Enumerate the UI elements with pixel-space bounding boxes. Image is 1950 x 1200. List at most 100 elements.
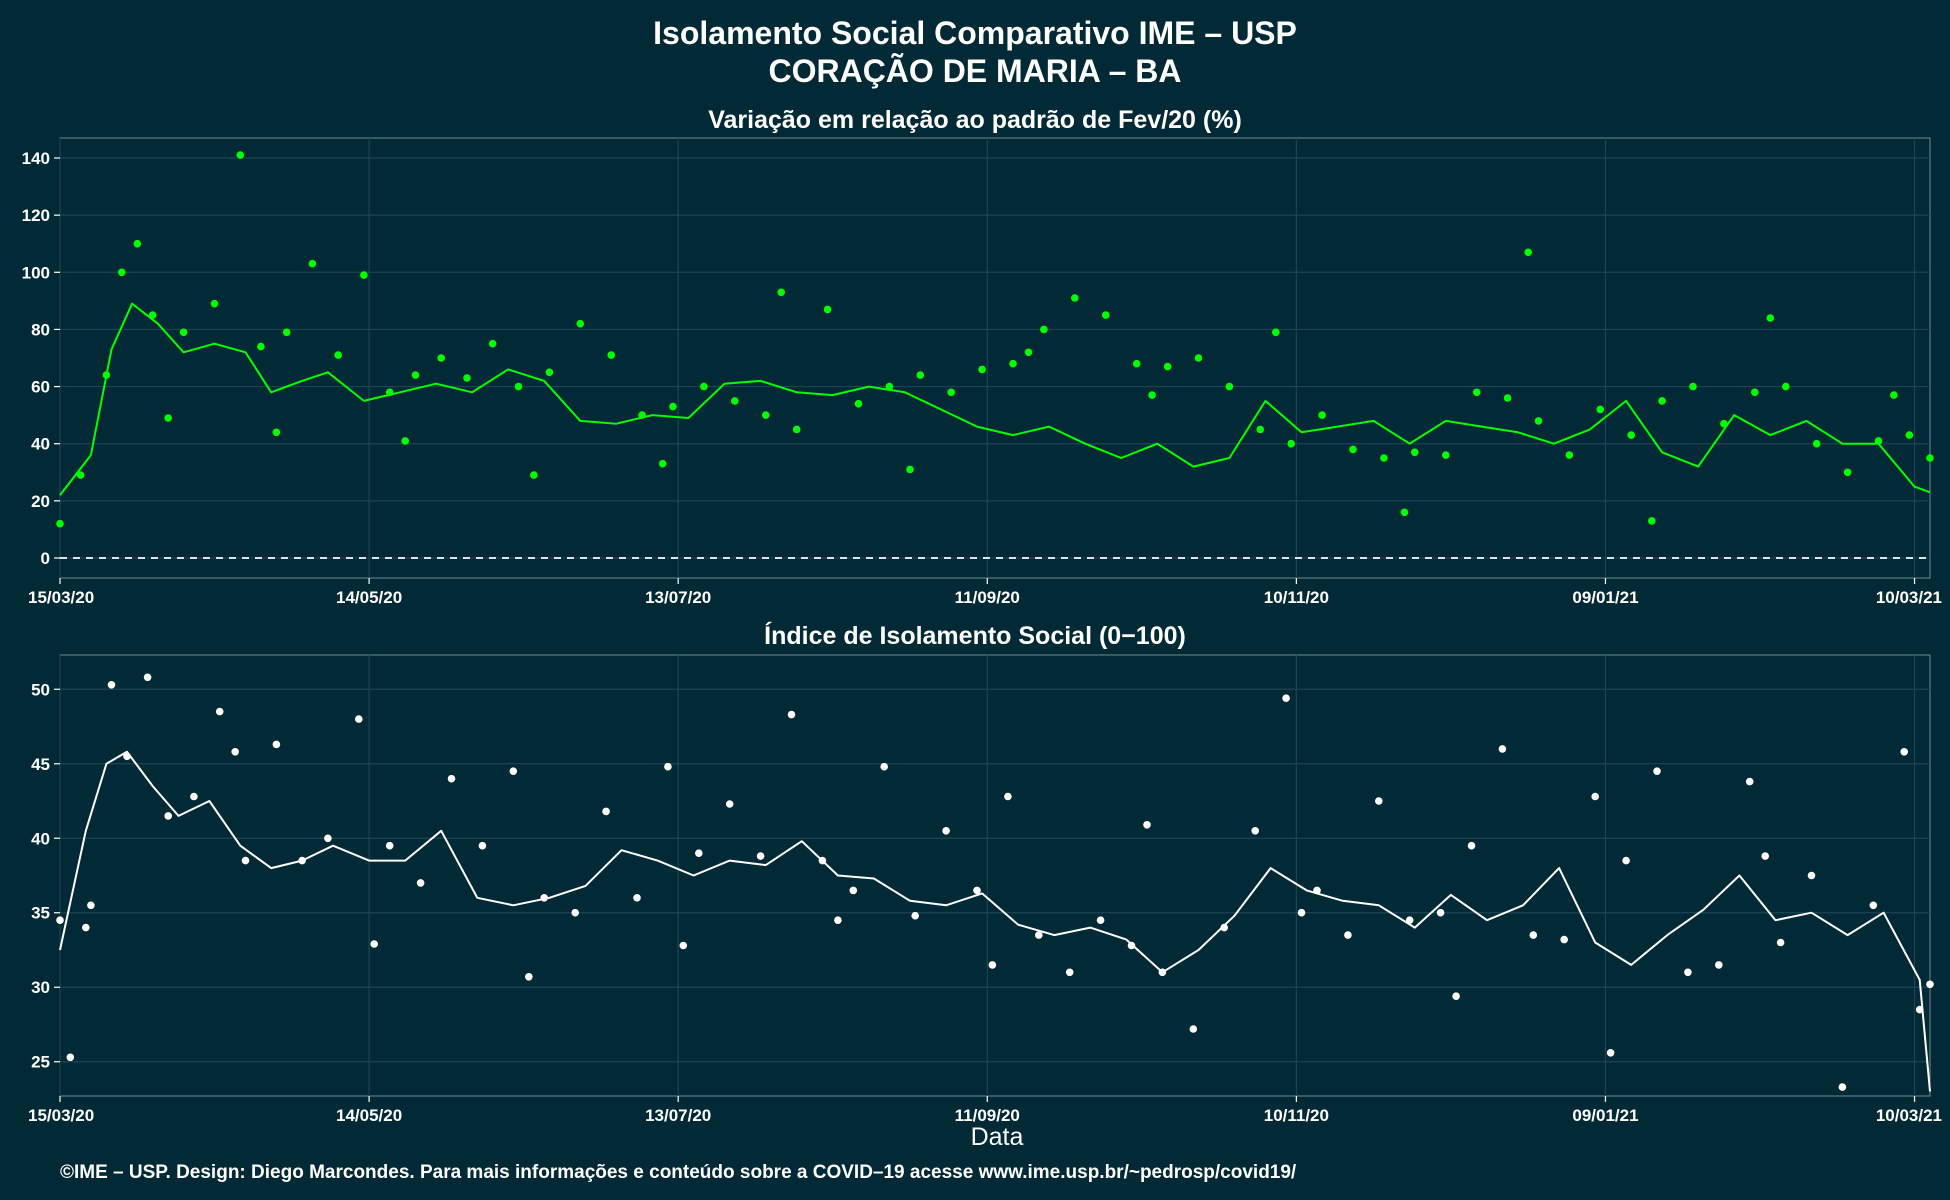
- top-data-point: [792, 425, 801, 434]
- top-data-point: [823, 305, 832, 314]
- bottom-data-point: [478, 841, 487, 850]
- main-title-line1: Isolamento Social Comparativo IME – USP: [653, 15, 1297, 51]
- top-data-point: [854, 399, 863, 408]
- top-data-point: [1689, 382, 1697, 391]
- top-data-point: [1648, 517, 1656, 525]
- bottom-y-tick-label: 25: [31, 1053, 50, 1072]
- top-data-point: [1400, 508, 1409, 517]
- top-data-point: [1627, 431, 1635, 439]
- top-data-point: [658, 459, 667, 468]
- top-data-point: [1472, 388, 1481, 397]
- top-data-point: [56, 519, 64, 528]
- top-data-point: [916, 371, 925, 379]
- top-data-point: [700, 382, 708, 391]
- bottom-y-tick-label: 35: [31, 904, 50, 923]
- bottom-data-point: [1606, 1049, 1615, 1057]
- bottom-data-point: [1004, 792, 1012, 801]
- top-data-point: [1411, 448, 1419, 457]
- top-data-point: [411, 371, 420, 379]
- bottom-data-point: [1869, 901, 1878, 910]
- bottom-data-point: [447, 774, 456, 783]
- top-data-point: [1071, 294, 1079, 302]
- top-data-point: [210, 299, 219, 308]
- bottom-data-point: [1807, 871, 1816, 880]
- top-data-point: [1272, 328, 1280, 337]
- bottom-data-point: [1251, 827, 1259, 835]
- bottom-data-point: [695, 849, 703, 857]
- top-data-point: [1225, 382, 1234, 391]
- top-data-point: [308, 259, 317, 268]
- top-y-tick-label: 120: [22, 206, 50, 225]
- top-data-point: [514, 382, 523, 391]
- top-y-tick-label: 0: [41, 549, 50, 568]
- top-data-point: [1318, 411, 1326, 419]
- top-data-point: [236, 151, 245, 159]
- top-y-tick-label: 40: [31, 435, 50, 454]
- top-data-point: [1596, 405, 1605, 414]
- top-x-tick-label: 09/01/21: [1572, 588, 1638, 607]
- top-data-point: [1782, 382, 1790, 391]
- bottom-data-point: [1715, 961, 1723, 969]
- top-data-point: [488, 339, 497, 348]
- bottom-data-point: [1220, 923, 1228, 932]
- bottom-data-point: [1375, 797, 1383, 805]
- bottom-data-point: [509, 767, 518, 775]
- top-data-point: [334, 351, 343, 359]
- bottom-data-point: [756, 852, 765, 860]
- main-title-line2: CORAÇÃO DE MARIA – BA: [768, 53, 1181, 89]
- top-data-point: [1040, 325, 1048, 334]
- bottom-data-point: [1282, 694, 1290, 702]
- bottom-data-point: [1467, 841, 1476, 850]
- top-data-point: [530, 471, 538, 479]
- top-data-point: [401, 437, 410, 445]
- bottom-data-point: [1838, 1083, 1847, 1091]
- top-data-point: [1194, 354, 1203, 362]
- bottom-data-point: [1776, 938, 1785, 947]
- top-data-point: [885, 382, 894, 391]
- bottom-x-tick-label: 14/05/20: [336, 1106, 402, 1125]
- top-y-tick-label: 60: [31, 378, 50, 397]
- top-data-point: [437, 354, 446, 362]
- top-data-point: [1890, 391, 1898, 399]
- top-data-point: [257, 342, 265, 351]
- top-data-point: [179, 328, 188, 337]
- bottom-data-point: [725, 800, 734, 808]
- bottom-data-point: [164, 812, 172, 820]
- bottom-data-point: [1143, 821, 1151, 829]
- top-x-tick-label: 14/05/20: [336, 588, 402, 607]
- top-moving-average-line: [59, 302, 1931, 496]
- top-data-point: [1751, 388, 1759, 397]
- top-data-point: [545, 368, 554, 377]
- bottom-data-point: [272, 740, 281, 749]
- bottom-data-point: [1926, 980, 1934, 989]
- top-y-tick-label: 80: [31, 320, 50, 339]
- top-data-point: [1380, 454, 1388, 462]
- bottom-y-tick-label: 40: [31, 829, 50, 848]
- bottom-data-point: [82, 923, 90, 932]
- top-x-tick-label: 15/03/20: [28, 588, 94, 607]
- top-data-point: [1766, 314, 1775, 322]
- top-x-tick-label: 10/11/20: [1264, 588, 1329, 607]
- top-data-point: [1349, 445, 1357, 454]
- top-x-tick-label: 13/07/20: [645, 588, 711, 607]
- bottom-data-point: [525, 973, 533, 981]
- bottom-panel-title: Índice de Isolamento Social (0−100): [764, 621, 1186, 650]
- bottom-x-tick-label: 11/09/20: [955, 1106, 1020, 1125]
- bottom-data-point: [1761, 852, 1769, 860]
- top-data-point: [1024, 348, 1033, 357]
- bottom-data-point: [241, 856, 250, 865]
- top-y-tick-label: 100: [22, 263, 50, 282]
- top-data-point: [1534, 417, 1543, 425]
- bottom-data-point: [1065, 968, 1074, 977]
- top-data-point: [282, 328, 291, 337]
- top-data-point: [731, 397, 739, 405]
- bottom-data-point: [787, 710, 796, 719]
- top-data-point: [463, 374, 471, 382]
- bottom-data-point: [1096, 916, 1105, 924]
- bottom-data-point: [942, 827, 950, 835]
- top-data-point: [1658, 397, 1666, 405]
- bottom-data-point: [1035, 931, 1043, 939]
- bottom-data-point: [370, 940, 379, 948]
- bottom-data-point: [834, 916, 842, 924]
